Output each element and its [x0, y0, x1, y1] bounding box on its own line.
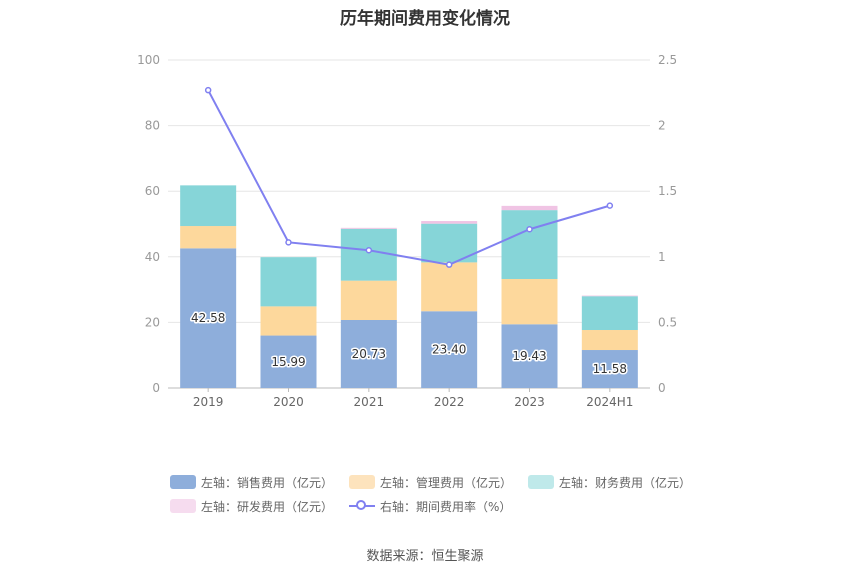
bar-segment-s1-5 — [581, 330, 638, 351]
bar-segment-s0-4 — [501, 324, 558, 388]
legend-swatch-rd — [170, 499, 196, 513]
data-label-sales: 20.73 — [352, 347, 386, 361]
x-tick-label: 2019 — [193, 395, 224, 409]
x-tick-label: 2020 — [273, 395, 304, 409]
bar-segment-s1-2 — [340, 280, 397, 321]
expense-rate-point — [285, 239, 292, 246]
legend-label-sales: 左轴：销售费用（亿元） — [201, 475, 334, 490]
bar-segment-s1-0 — [180, 226, 237, 249]
expense-rate-line — [207, 89, 611, 266]
y-left-tick-label: 60 — [145, 184, 160, 198]
y-left-tick-label: 100 — [137, 53, 160, 67]
y-left-tick-label: 80 — [145, 119, 160, 133]
expense-rate-point — [365, 246, 373, 254]
legend-line-icon — [349, 499, 376, 513]
y-right-tick-label: 0.5 — [658, 315, 677, 329]
bar-segment-s0-2 — [340, 320, 397, 388]
y-left-tick-label: 20 — [145, 315, 160, 329]
legend-item-admin[interactable]: 左轴：管理费用（亿元） — [349, 474, 512, 491]
legend-label-rd: 左轴：研发费用（亿元） — [201, 499, 334, 514]
bar-segment-s2-1 — [260, 257, 317, 307]
legend-item-rd[interactable]: 左轴：研发费用（亿元） — [170, 498, 333, 515]
bar-segment-s2-0 — [180, 185, 237, 227]
y-right-tick-label: 2.5 — [658, 53, 677, 67]
chart-title: 历年期间费用变化情况 — [340, 9, 510, 29]
y-left-tick-label: 40 — [145, 250, 160, 264]
x-tick-label: 2022 — [434, 395, 465, 409]
legend-item-finance[interactable]: 左轴：财务费用（亿元） — [528, 474, 691, 491]
x-tick-label: 2023 — [514, 395, 545, 409]
y-right-tick-label: 2 — [658, 119, 666, 133]
bar-segment-s1-3 — [421, 262, 478, 312]
legend-label-finance: 左轴：财务费用（亿元） — [559, 475, 692, 490]
bar-segment-s0-5 — [581, 350, 638, 388]
data-source: 数据来源：恒生聚源 — [366, 549, 484, 564]
x-tick-label: 2024H1 — [586, 395, 633, 409]
chart-plot: 0 20 40 60 80 100 0 0.5 1 1.5 2 2.5 2019 2020 2021 2022… — [137, 53, 677, 409]
bar-segment-s0-3 — [421, 311, 478, 388]
bar-segment-s1-4 — [501, 279, 558, 325]
legend-item-expense-rate[interactable]: 右轴：期间费用率（%） — [349, 498, 511, 515]
y-right-tick-label: 0 — [658, 381, 666, 395]
expense-rate-point — [445, 261, 453, 268]
bar-segment-s0-0 — [180, 248, 237, 388]
legend: 左轴：销售费用（亿元） 左轴：管理费用（亿元） 左轴：财务费用（亿元） 左轴：研… — [170, 470, 691, 518]
y-right-tick-label: 1 — [658, 250, 666, 264]
bar-segment-s3-2 — [340, 227, 397, 229]
y-left-tick-label: 0 — [152, 381, 160, 395]
bar-segment-s1-1 — [260, 306, 317, 336]
data-label-sales: 23.40 — [432, 343, 466, 357]
legend-label-admin: 左轴：管理费用（亿元） — [380, 475, 513, 490]
data-label-sales: 19.43 — [512, 349, 546, 363]
legend-swatch-sales — [170, 475, 196, 489]
data-label-sales: 42.58 — [191, 311, 225, 325]
legend-item-sales[interactable]: 左轴：销售费用（亿元） — [170, 474, 333, 491]
expense-rate-point — [606, 202, 614, 209]
data-label-sales: 11.58 — [593, 362, 627, 376]
legend-swatch-admin — [349, 475, 376, 489]
bar-segment-s2-2 — [340, 228, 397, 281]
bar-segment-s2-4 — [501, 210, 558, 280]
legend-label-expense-rate: 右轴：期间费用率（%） — [380, 499, 512, 514]
data-label-sales: 15.99 — [271, 355, 305, 369]
bar-segment-s3-3 — [421, 221, 478, 224]
bar-segment-s2-5 — [581, 296, 638, 331]
bar-segment-s3-5 — [581, 295, 638, 297]
y-right-tick-label: 1.5 — [658, 184, 677, 198]
bar-segment-s0-1 — [260, 335, 317, 388]
x-tick-label: 2021 — [354, 395, 385, 409]
legend-swatch-finance — [528, 475, 555, 489]
expense-rate-point — [204, 86, 212, 94]
bar-segment-s3-4 — [501, 205, 558, 211]
expense-rate-point — [526, 225, 533, 233]
